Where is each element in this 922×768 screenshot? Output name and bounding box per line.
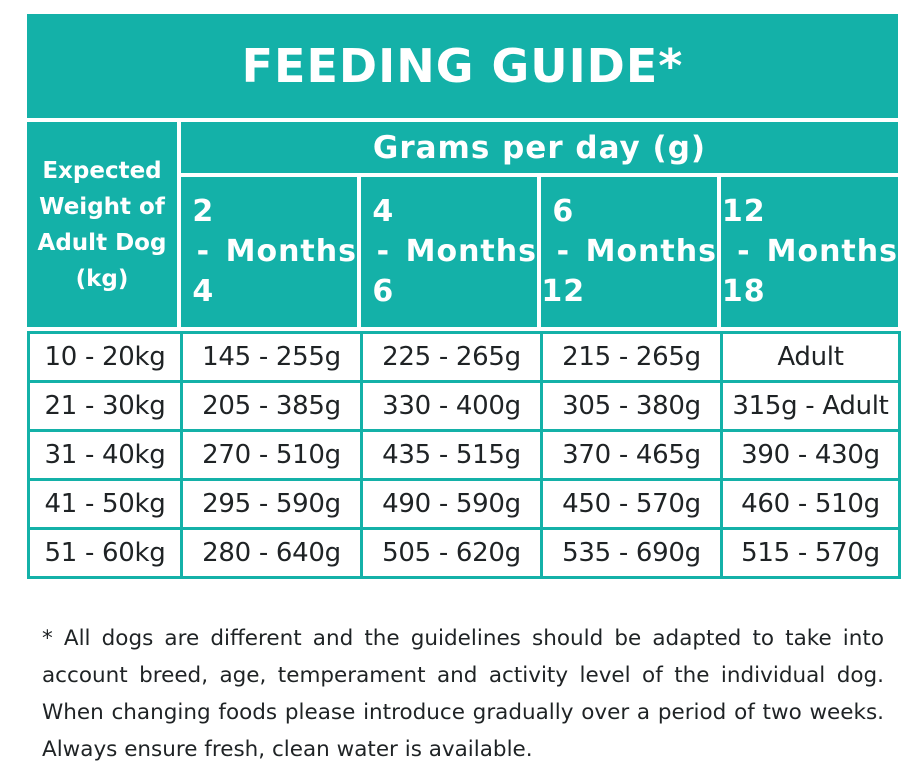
age-column-header: 6 - 12 Months	[541, 177, 717, 327]
age-range: 2 - 4	[192, 194, 215, 309]
age-column-header: 12 - 18 Months	[721, 177, 898, 327]
grams-cell: 515 - 570g	[720, 527, 901, 579]
grams-cell: 535 - 690g	[540, 527, 723, 579]
grams-cell: 460 - 510g	[720, 478, 901, 530]
weight-cell: 51 - 60kg	[27, 527, 183, 579]
age-column-header: 2 - 4 Months	[181, 177, 357, 327]
weight-cell: 10 - 20kg	[27, 331, 183, 383]
grams-cell: 225 - 265g	[360, 331, 543, 383]
table-row: 51 - 60kg 280 - 640g 505 - 620g 535 - 69…	[27, 527, 901, 579]
grams-cell: 315g - Adult	[720, 380, 901, 432]
table-header: Expected Weight of Adult Dog (kg) Grams …	[27, 118, 898, 331]
grams-cell: 390 - 430g	[720, 429, 901, 481]
weight-cell: 21 - 30kg	[27, 380, 183, 432]
grams-cell: Adult	[720, 331, 901, 383]
table-row: 10 - 20kg 145 - 255g 225 - 265g 215 - 26…	[27, 331, 901, 383]
grams-cell: 215 - 265g	[540, 331, 723, 383]
grams-cell: 490 - 590g	[360, 478, 543, 530]
weight-cell: 31 - 40kg	[27, 429, 183, 481]
grams-cell: 295 - 590g	[180, 478, 363, 530]
age-range: 4 - 6	[372, 194, 395, 309]
grams-per-day-header: Grams per day (g)	[181, 122, 898, 173]
grams-cell: 435 - 515g	[360, 429, 543, 481]
table-row: 31 - 40kg 270 - 510g 435 - 515g 370 - 46…	[27, 429, 901, 481]
table-row: 41 - 50kg 295 - 590g 490 - 590g 450 - 57…	[27, 478, 901, 530]
table-row: 21 - 30kg 205 - 385g 330 - 400g 305 - 38…	[27, 380, 901, 432]
grams-cell: 305 - 380g	[540, 380, 723, 432]
age-unit: Months	[585, 234, 717, 269]
grams-cell: 330 - 400g	[360, 380, 543, 432]
age-range: 6 - 12	[541, 194, 586, 309]
grams-cell: 145 - 255g	[180, 331, 363, 383]
feeding-table: 10 - 20kg 145 - 255g 225 - 265g 215 - 26…	[27, 331, 901, 579]
age-unit: Months	[766, 234, 898, 269]
weight-column-header: Expected Weight of Adult Dog (kg)	[27, 122, 177, 327]
footnote: * All dogs are different and the guideli…	[42, 625, 884, 762]
grams-cell: 505 - 620g	[360, 527, 543, 579]
grams-cell: 280 - 640g	[180, 527, 363, 579]
grams-cell: 205 - 385g	[180, 380, 363, 432]
page-title: FEEDING GUIDE*	[27, 14, 898, 118]
grams-cell: 450 - 570g	[540, 478, 723, 530]
age-column-header: 4 - 6 Months	[361, 177, 537, 327]
age-unit: Months	[225, 234, 357, 269]
grams-cell: 370 - 465g	[540, 429, 723, 481]
age-unit: Months	[405, 234, 537, 269]
grams-cell: 270 - 510g	[180, 429, 363, 481]
age-range: 12 - 18	[721, 194, 766, 309]
weight-cell: 41 - 50kg	[27, 478, 183, 530]
